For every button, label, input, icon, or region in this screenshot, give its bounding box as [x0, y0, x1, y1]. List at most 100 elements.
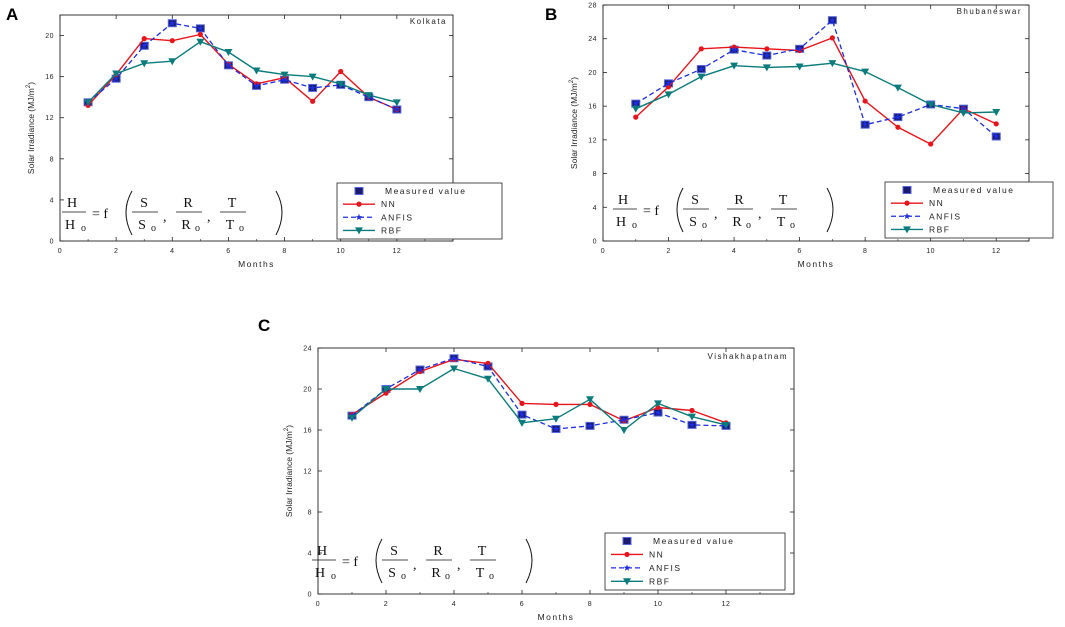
data-point-rbf: [861, 68, 870, 76]
series-anfis: [632, 16, 1000, 140]
formula-paren-left: [676, 187, 684, 233]
legend-label-measured: Measured value: [653, 536, 734, 546]
data-point-rbf: [416, 386, 424, 393]
data-point-rbf: [518, 419, 526, 427]
location-title: Bhubaneswar: [957, 7, 1022, 16]
data-point-rbf: [140, 60, 149, 68]
series-rbf: [631, 60, 1001, 117]
series-line-anfis: [87, 22, 398, 111]
formula-lhs-num: H: [67, 196, 77, 211]
formula-frac-num: R: [734, 193, 744, 208]
data-point-anfis: [960, 105, 967, 112]
series-measured: [83, 19, 402, 114]
formula-frac-sub: o: [151, 223, 156, 234]
data-point-rbf: [84, 99, 93, 107]
y-tick-label: 12: [303, 469, 312, 476]
chart-panel-a: A 0 2 4 6 8 10 12 0 4 8 12 16 20 Months Solar Irradianc…: [6, 5, 503, 269]
data-point-nn: [338, 68, 344, 75]
formula-comma: ,: [758, 207, 762, 222]
y-axis-title: Solar Irradiance (MJ/m2): [569, 77, 579, 169]
formula-frac-sub: o: [445, 571, 450, 582]
location-title: Kolkata: [410, 17, 447, 26]
data-point-nn: [689, 407, 695, 414]
x-tick-label: 12: [392, 248, 401, 255]
legend-label-anfis: ANFIS: [929, 211, 962, 221]
formula-paren-right: [826, 187, 834, 233]
formula-frac-num: S: [140, 196, 148, 211]
x-tick-label: 8: [588, 601, 592, 608]
series-line-anfis: [351, 357, 727, 430]
y-tick-label: 4: [593, 205, 597, 212]
legend-marker-anfis: [903, 212, 911, 220]
x-tick-label: 6: [797, 248, 801, 255]
formula-frac-num: R: [183, 196, 193, 211]
series-nn: [633, 35, 999, 147]
data-point-anfis: [829, 16, 836, 23]
formula-equals: = f: [342, 555, 358, 570]
data-point-anfis: [697, 65, 705, 72]
legend-marker-measured: [622, 537, 632, 545]
data-point-nn: [383, 390, 389, 396]
formula-frac-den: T: [476, 566, 485, 581]
formula-frac-sub: o: [489, 571, 494, 582]
formula-frac-num: R: [433, 544, 443, 559]
y-tick-label: 8: [593, 171, 597, 178]
formula-comma: ,: [413, 558, 417, 573]
legend-marker-nn: [624, 551, 630, 558]
series-rbf: [84, 38, 401, 107]
data-point-nn: [141, 36, 147, 42]
formula-comma: ,: [207, 210, 211, 225]
data-point-nn: [698, 46, 704, 52]
data-point-rbf: [280, 71, 289, 79]
data-point-rbf: [168, 58, 177, 66]
formula-frac-den: R: [181, 218, 191, 233]
y-tick-label: 0: [593, 239, 597, 246]
data-point-nn: [169, 38, 175, 44]
series-line-nn: [351, 358, 727, 424]
legend-label-measured: Measured value: [933, 185, 1014, 195]
series-line-rbf: [635, 62, 997, 114]
series-nn: [85, 31, 400, 113]
x-tick-label: 4: [732, 248, 736, 255]
y-tick-label: 20: [45, 33, 54, 40]
x-tick-label: 6: [520, 601, 524, 608]
x-tick-label: 2: [114, 248, 118, 255]
data-point-rbf: [392, 99, 401, 107]
formula-frac-den: R: [431, 566, 441, 581]
legend-box: [604, 532, 786, 591]
x-axis-title: Months: [238, 259, 275, 269]
plot-frame: [602, 4, 1030, 242]
y-axis-title: Solar Irradiance (MJ/m2): [284, 425, 294, 517]
data-point-rbf: [364, 92, 373, 100]
data-point-anfis: [992, 132, 1000, 140]
data-point-anfis: [168, 19, 176, 27]
data-point-nn: [553, 401, 559, 407]
formula-frac-den: S: [138, 218, 146, 233]
data-point-nn: [197, 31, 203, 38]
y-axis-title-sup: 2: [569, 79, 575, 83]
data-point-anfis: [112, 75, 120, 82]
legend: Measured value NN ANFIS RBF: [336, 182, 503, 240]
data-point-nn: [587, 401, 593, 407]
data-point-nn: [655, 404, 661, 411]
data-point-nn: [310, 98, 316, 104]
series-line-rbf: [351, 367, 727, 431]
y-tick-label: 4: [308, 551, 312, 558]
y-tick-label: 12: [45, 115, 54, 122]
legend-box: [336, 182, 503, 240]
formula-frac-den: S: [689, 215, 697, 230]
data-point-rbf: [252, 67, 261, 75]
legend-marker-nn: [904, 200, 910, 206]
legend-label-rbf: RBF: [381, 225, 403, 235]
formula: HH o = f SS o, RR o, TT o: [613, 187, 834, 233]
legend-marker-measured: [354, 187, 364, 195]
formula-comma: ,: [163, 210, 167, 225]
legend-label-nn: NN: [649, 549, 664, 559]
legend-label-anfis: ANFIS: [381, 212, 414, 222]
x-tick-label: 10: [926, 248, 935, 255]
legend-marker-measured: [902, 186, 912, 194]
y-tick-label: 20: [303, 387, 312, 394]
data-point-anfis: [654, 409, 662, 416]
formula-lhs-den: H: [65, 218, 75, 233]
